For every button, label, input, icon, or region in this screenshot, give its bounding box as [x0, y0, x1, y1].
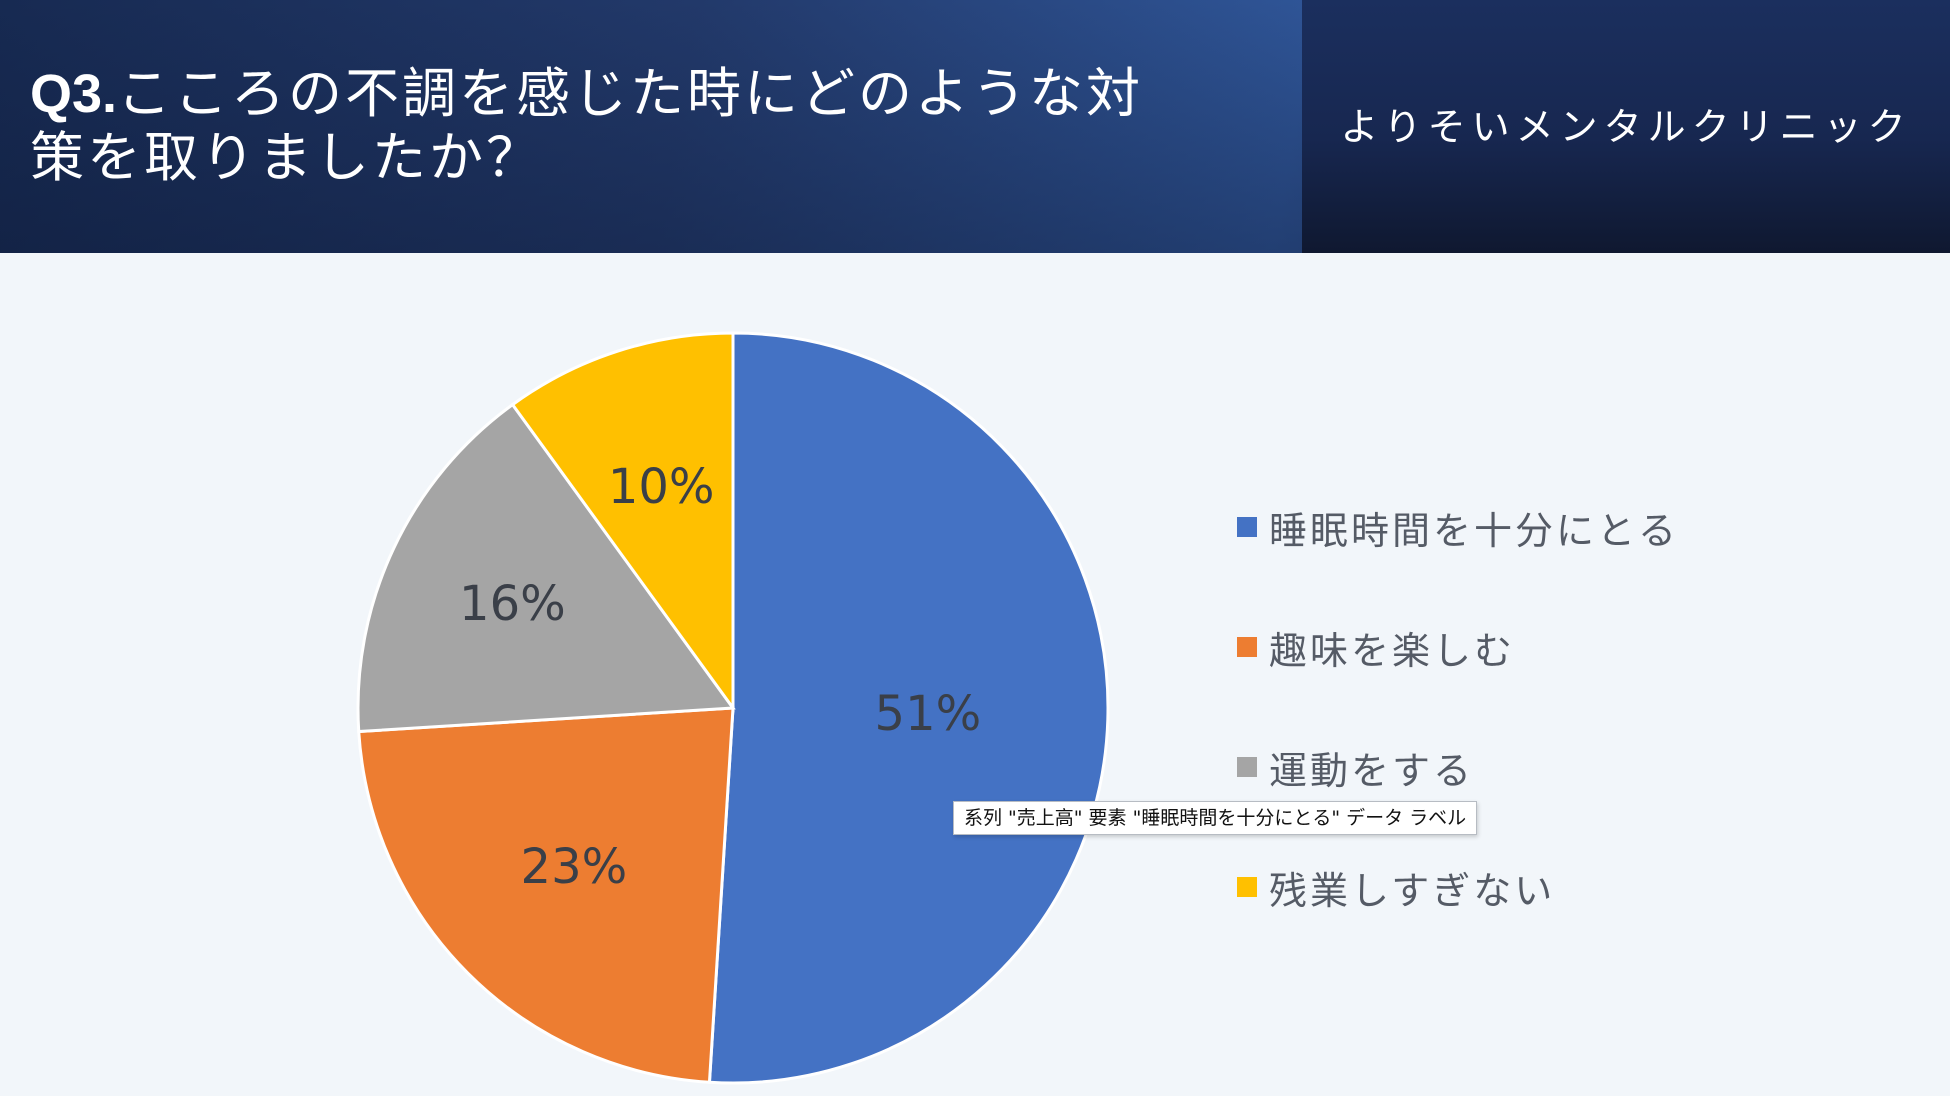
pie-slice[interactable]	[356, 402, 736, 734]
data-label-tooltip: 系列 "売上高" 要素 "睡眠時間を十分にとる" データ ラベル	[953, 801, 1478, 835]
question-text: こころの不調を感じた時にどのような対 策を取りましたか？	[30, 62, 1144, 189]
data-label: 16%	[459, 576, 566, 632]
legend-swatch	[1237, 757, 1257, 777]
pie-slice[interactable]	[707, 331, 1110, 1085]
legend-item: 趣味を楽しむ	[1237, 622, 1516, 673]
legend-swatch	[1237, 637, 1257, 657]
header-banner: Q3.こころの不調を感じた時にどのような対 策を取りましたか？ よりそいメンタル…	[0, 0, 1950, 253]
legend-swatch	[1237, 877, 1257, 897]
clinic-name: よりそいメンタルクリニック	[1340, 105, 1912, 149]
question-title: Q3.こころの不調を感じた時にどのような対 策を取りましたか？	[30, 62, 1250, 190]
legend-label: 残業しすぎない	[1269, 868, 1556, 913]
data-label: 23%	[521, 839, 628, 895]
legend-label: 睡眠時間を十分にとる	[1269, 508, 1680, 553]
legend-item: 運動をする	[1237, 742, 1475, 793]
question-number: Q3.	[30, 64, 118, 124]
data-label: 10%	[608, 459, 715, 515]
header-shade	[0, 0, 1302, 253]
legend-label: 運動をする	[1269, 748, 1475, 793]
legend-label: 趣味を楽しむ	[1269, 628, 1516, 673]
legend-item: 睡眠時間を十分にとる	[1237, 502, 1680, 553]
legend-item: 残業しすぎない	[1237, 862, 1556, 913]
pie-slice[interactable]	[510, 331, 735, 713]
pie-slice[interactable]	[357, 706, 735, 1084]
data-label: 51%	[875, 686, 982, 742]
legend-swatch	[1237, 517, 1257, 537]
header-right-panel	[1302, 0, 1950, 253]
